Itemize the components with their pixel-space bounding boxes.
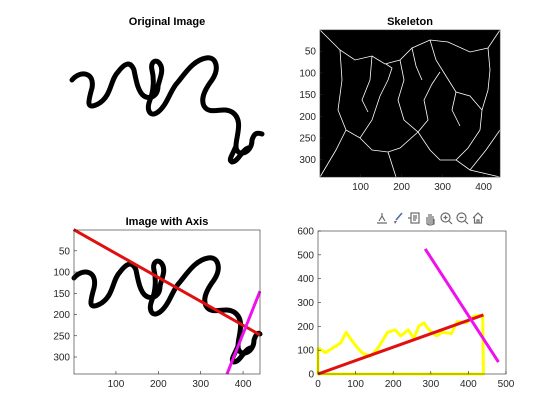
overlay-line-red-axis xyxy=(72,228,261,337)
y-ticks-skeleton: 50 100 150 200 250 300 xyxy=(299,47,323,166)
x-tick-label: 200 xyxy=(150,379,167,390)
y-ticks-plot: 0 100 200 300 400 500 600 xyxy=(297,227,321,381)
x-ticks-skeleton: 100 200 300 400 xyxy=(352,174,492,193)
x-tick-label: 400 xyxy=(235,379,252,390)
axes-toolbar xyxy=(375,211,485,226)
y-tick-label: 250 xyxy=(299,133,316,144)
panel-skeleton: Skeleton 100 200 300 400 50 100 150 200 250 300 xyxy=(299,16,501,193)
panel-original: Original Image xyxy=(69,16,265,165)
panel-title-skeleton: Skeleton xyxy=(387,16,433,28)
y-tick-label: 100 xyxy=(297,346,314,357)
export-icon[interactable] xyxy=(375,211,389,225)
x-tick-label: 300 xyxy=(434,182,451,193)
y-tick-label: 0 xyxy=(308,370,314,381)
pan-icon[interactable] xyxy=(423,211,437,226)
y-tick-label: 100 xyxy=(53,268,70,279)
brush-icon[interactable] xyxy=(391,211,405,225)
x-tick-label: 400 xyxy=(475,182,492,193)
river-curve-original-lower xyxy=(227,143,251,165)
x-tick-label: 200 xyxy=(393,182,410,193)
y-tick-label: 150 xyxy=(53,289,70,300)
y-tick-label: 600 xyxy=(297,227,314,238)
y-tick-label: 300 xyxy=(297,298,314,309)
zoom-out-icon[interactable] xyxy=(455,211,469,225)
x-tick-label: 200 xyxy=(385,379,402,390)
y-tick-label: 50 xyxy=(59,246,71,257)
panel-title-original: Original Image xyxy=(129,16,205,28)
y-tick-label: 200 xyxy=(53,310,70,321)
x-tick-label: 100 xyxy=(108,379,125,390)
y-tick-label: 200 xyxy=(297,322,314,333)
river-curve-original xyxy=(69,55,265,156)
x-tick-label: 300 xyxy=(192,379,209,390)
home-icon[interactable] xyxy=(471,211,485,225)
y-tick-label: 50 xyxy=(305,47,317,58)
x-tick-label: 300 xyxy=(422,379,439,390)
y-ticks-image-with-axis: 50 100 150 200 250 300 xyxy=(53,246,77,364)
y-tick-label: 200 xyxy=(299,112,316,123)
x-ticks-image-with-axis: 100 200 300 400 xyxy=(108,371,252,390)
overlay-line-magenta-axis xyxy=(225,290,262,375)
x-tick-label: 100 xyxy=(352,182,369,193)
y-tick-label: 300 xyxy=(299,155,316,166)
y-tick-label: 100 xyxy=(299,68,316,79)
y-tick-label: 300 xyxy=(53,353,70,364)
x-tick-label: 100 xyxy=(347,379,364,390)
zoom-in-icon[interactable] xyxy=(439,211,453,225)
axes-box-image-with-axis xyxy=(73,229,261,375)
red-fit-line xyxy=(317,313,484,376)
x-tick-label: 400 xyxy=(460,379,477,390)
x-tick-label: 500 xyxy=(498,379,515,390)
x-ticks-plot: 0 100 200 300 400 500 xyxy=(315,371,515,390)
y-tick-label: 500 xyxy=(297,250,314,261)
panel-plot: 0 100 200 300 400 500 0 100 200 300 400 500 600 xyxy=(297,227,514,391)
panel-title-image-with-axis: Image with Axis xyxy=(126,216,209,228)
skeleton-image xyxy=(320,30,500,177)
axes-box-skeleton xyxy=(319,29,501,178)
river-curve-axis xyxy=(71,255,263,356)
y-tick-label: 400 xyxy=(297,274,314,285)
x-tick-label: 0 xyxy=(315,379,321,390)
panel-image-with-axis: Image with Axis 100 200 300 400 50 100 150 200… xyxy=(53,216,263,390)
plot-series xyxy=(316,248,500,376)
y-tick-label: 250 xyxy=(53,331,70,342)
magenta-fit-line xyxy=(423,248,500,363)
y-tick-label: 150 xyxy=(299,90,316,101)
datatip-icon[interactable] xyxy=(407,211,421,225)
skeleton-lines xyxy=(319,29,501,178)
plot-background xyxy=(318,231,506,374)
